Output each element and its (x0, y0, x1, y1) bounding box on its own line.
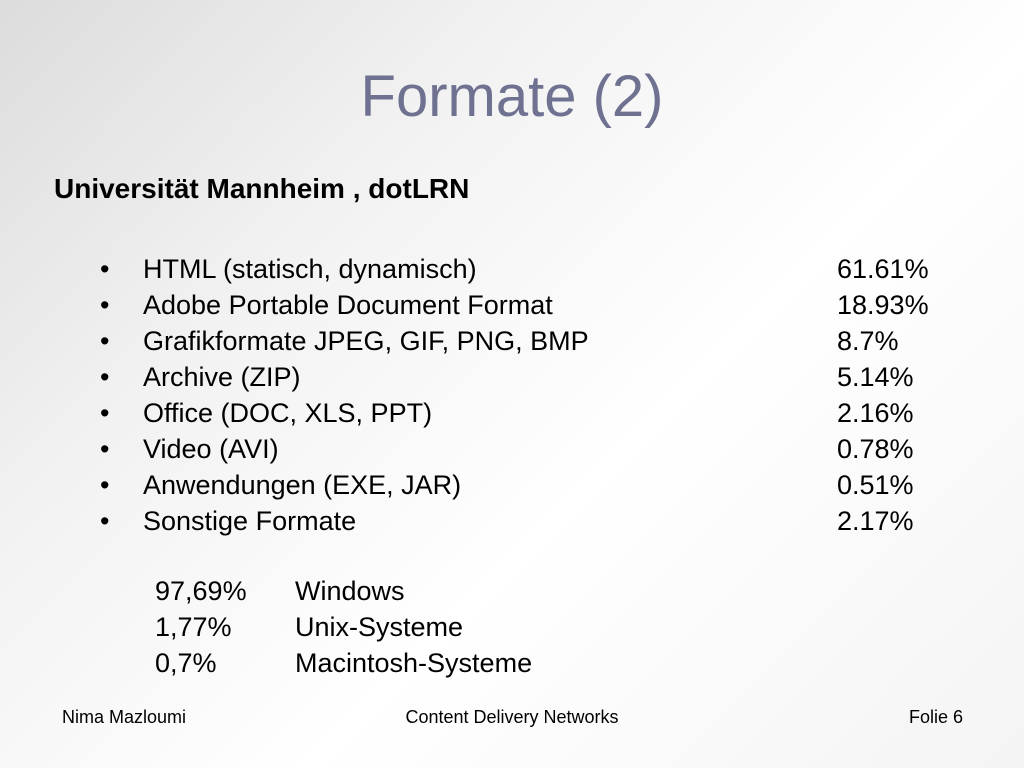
format-label: Office (DOC, XLS, PPT) (143, 398, 433, 428)
format-label: Video (AVI) (143, 434, 279, 464)
footer-page-number: Folie 6 (908, 707, 963, 727)
list-item: • Sonstige Formate 2.17% (100, 503, 960, 539)
format-label: HTML (statisch, dynamisch) (143, 254, 477, 284)
os-name: Windows (295, 576, 405, 606)
format-list: • HTML (statisch, dynamisch) 61.61% • Ad… (100, 251, 960, 539)
list-item: • Adobe Portable Document Format 18.93% (100, 287, 960, 323)
format-percent: 18.93% (837, 290, 929, 320)
slide-title: Formate (2) (360, 64, 664, 129)
footer-topic: Content Delivery Networks (405, 707, 619, 727)
os-percent: 0,7% (155, 648, 217, 678)
os-row: 1,77% Unix-Systeme (155, 609, 655, 645)
bullet-icon: • (100, 254, 110, 284)
format-label: Grafikformate JPEG, GIF, PNG, BMP (143, 326, 589, 356)
bullet-icon: • (100, 470, 110, 500)
format-label: Adobe Portable Document Format (143, 290, 553, 320)
os-name: Macintosh-Systeme (295, 648, 533, 678)
os-list: 97,69% Windows 1,77% Unix-Systeme 0,7% M… (155, 573, 655, 681)
os-name: Unix-Systeme (295, 612, 464, 642)
format-percent: 8.7% (837, 326, 899, 356)
slide-subtitle: Universität Mannheim , dotLRN (54, 173, 470, 204)
os-percent: 1,77% (155, 612, 232, 642)
list-item: • Video (AVI) 0.78% (100, 431, 960, 467)
os-row: 0,7% Macintosh-Systeme (155, 645, 655, 681)
bullet-icon: • (100, 398, 110, 428)
format-percent: 0.78% (837, 434, 914, 464)
format-label: Archive (ZIP) (143, 362, 301, 392)
footer-author: Nima Mazloumi (62, 707, 187, 727)
list-item: • Archive (ZIP) 5.14% (100, 359, 960, 395)
format-label: Sonstige Formate (143, 506, 357, 536)
list-item: • Grafikformate JPEG, GIF, PNG, BMP 8.7% (100, 323, 960, 359)
bullet-icon: • (100, 362, 110, 392)
os-percent: 97,69% (155, 576, 247, 606)
bullet-icon: • (100, 434, 110, 464)
os-row: 97,69% Windows (155, 573, 655, 609)
format-percent: 2.17% (837, 506, 914, 536)
list-item: • Anwendungen (EXE, JAR) 0.51% (100, 467, 960, 503)
bullet-icon: • (100, 506, 110, 536)
format-label: Anwendungen (EXE, JAR) (143, 470, 462, 500)
format-percent: 0.51% (837, 470, 914, 500)
format-percent: 2.16% (837, 398, 914, 428)
bullet-icon: • (100, 326, 110, 356)
format-percent: 61.61% (837, 254, 929, 284)
list-item: • Office (DOC, XLS, PPT) 2.16% (100, 395, 960, 431)
list-item: • HTML (statisch, dynamisch) 61.61% (100, 251, 960, 287)
bullet-icon: • (100, 290, 110, 320)
format-percent: 5.14% (837, 362, 914, 392)
